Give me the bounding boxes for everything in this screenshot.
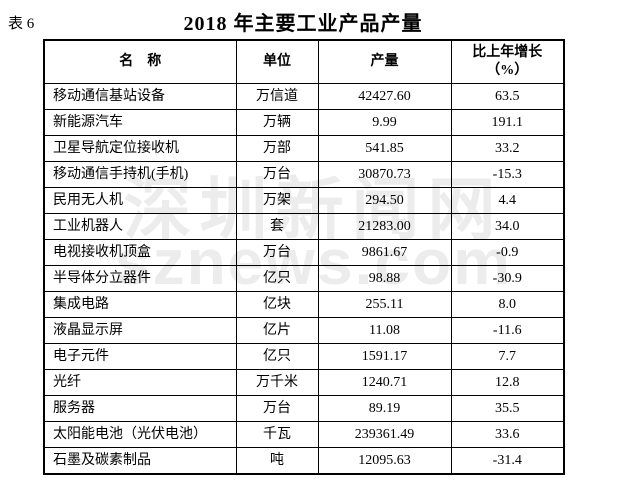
output-value-cell: 9861.67 [317,239,452,266]
table-row: 新能源汽车 万辆 9.99 191.1 [43,109,565,136]
header-output: 产量 [317,39,452,84]
product-name-cell: 光纤 [43,369,237,396]
table-header: 名 称 单位 产量 比上年增长 （%） [43,39,565,84]
output-value-cell: 255.11 [317,291,452,318]
table-row: 移动通信手持机(手机) 万台 30870.73 -15.3 [43,161,565,188]
product-name-cell: 电视接收机顶盒 [43,239,237,266]
product-name-cell: 液晶显示屏 [43,317,237,344]
output-value-cell: 12095.63 [317,447,452,475]
output-value-cell: 42427.60 [317,83,452,110]
growth-value-cell: 63.5 [450,83,565,110]
growth-value-cell: 33.2 [450,135,565,162]
output-value-cell: 30870.73 [317,161,452,188]
product-name-cell: 民用无人机 [43,187,237,214]
header-growth-line1: 比上年增长 [472,44,543,60]
unit-cell: 万架 [235,187,319,214]
unit-cell: 万台 [235,161,319,188]
unit-cell: 亿只 [235,343,319,370]
table-row: 民用无人机 万架 294.50 4.4 [43,187,565,214]
product-name-cell: 电子元件 [43,343,237,370]
table-row: 电视接收机顶盒 万台 9861.67 -0.9 [43,239,565,266]
header-growth: 比上年增长 （%） [450,39,565,84]
growth-value-cell: 34.0 [450,213,565,240]
output-value-cell: 21283.00 [317,213,452,240]
table-row: 集成电路 亿块 255.11 8.0 [43,291,565,318]
unit-cell: 万部 [235,135,319,162]
header-name: 名 称 [43,39,237,84]
growth-value-cell: 4.4 [450,187,565,214]
product-name-cell: 半导体分立器件 [43,265,237,292]
product-name-cell: 卫星导航定位接收机 [43,135,237,162]
table-row: 液晶显示屏 亿片 11.08 -11.6 [43,317,565,344]
product-name-cell: 集成电路 [43,291,237,318]
unit-cell: 万千米 [235,369,319,396]
table-body: 移动通信基站设备 万信道 42427.60 63.5 新能源汽车 万辆 9.99 191.1 卫… [43,83,565,475]
output-value-cell: 1240.71 [317,369,452,396]
product-name-cell: 石墨及碳素制品 [43,447,237,475]
output-value-cell: 239361.49 [317,421,452,448]
unit-cell: 万信道 [235,83,319,110]
output-value-cell: 1591.17 [317,343,452,370]
growth-value-cell: -15.3 [450,161,565,188]
unit-cell: 千瓦 [235,421,319,448]
growth-value-cell: 191.1 [450,109,565,136]
output-value-cell: 9.99 [317,109,452,136]
unit-cell: 万台 [235,239,319,266]
unit-cell: 万台 [235,395,319,422]
growth-value-cell: 8.0 [450,291,565,318]
table-row: 光纤 万千米 1240.71 12.8 [43,369,565,396]
unit-cell: 亿片 [235,317,319,344]
table-row: 服务器 万台 89.19 35.5 [43,395,565,422]
unit-cell: 亿块 [235,291,319,318]
table-row: 工业机器人套 21283.00 34.0 [43,213,565,240]
product-name-cell: 服务器 [43,395,237,422]
table-row: 卫星导航定位接收机 万部 541.85 33.2 [43,135,565,162]
product-name-cell: 太阳能电池（光伏电池） [43,421,237,448]
table-row: 移动通信基站设备 万信道 42427.60 63.5 [43,83,565,110]
table-row: 电子元件 亿只 1591.17 7.7 [43,343,565,370]
growth-value-cell: -31.4 [450,447,565,475]
header-row: 名 称 单位 产量 比上年增长 （%） [43,39,565,84]
output-value-cell: 541.85 [317,135,452,162]
growth-value-cell: 33.6 [450,421,565,448]
growth-value-cell: 7.7 [450,343,565,370]
page-title: 2018 年主要工业产品产量 [183,13,423,35]
products-table: 名 称 单位 产量 比上年增长 （%） 移动通信基站设备 万信道 42427.60 6… [43,39,565,475]
unit-cell: 吨 [235,447,319,475]
product-name-cell: 移动通信基站设备 [43,83,237,110]
table-row: 石墨及碳素制品吨 12095.63 -31.4 [43,447,565,475]
output-value-cell: 98.88 [317,265,452,292]
table-row: 半导体分立器件 亿只 98.88 -30.9 [43,265,565,292]
growth-value-cell: 12.8 [450,369,565,396]
product-name-cell: 工业机器人 [43,213,237,240]
product-name-cell: 移动通信手持机(手机) [43,161,237,188]
growth-value-cell: 35.5 [450,395,565,422]
growth-value-cell: -0.9 [450,239,565,266]
output-value-cell: 294.50 [317,187,452,214]
product-name-cell: 新能源汽车 [43,109,237,136]
growth-value-cell: -30.9 [450,265,565,292]
output-value-cell: 11.08 [317,317,452,344]
unit-cell: 亿只 [235,265,319,292]
output-value-cell: 89.19 [317,395,452,422]
table-label: 表 6 [8,16,35,32]
unit-cell: 万辆 [235,109,319,136]
unit-cell: 套 [235,213,319,240]
growth-value-cell: -11.6 [450,317,565,344]
header-growth-line2: （%） [486,63,529,78]
header-unit: 单位 [235,39,319,84]
table-row: 太阳能电池（光伏电池） 千瓦 239361.49 33.6 [43,421,565,448]
